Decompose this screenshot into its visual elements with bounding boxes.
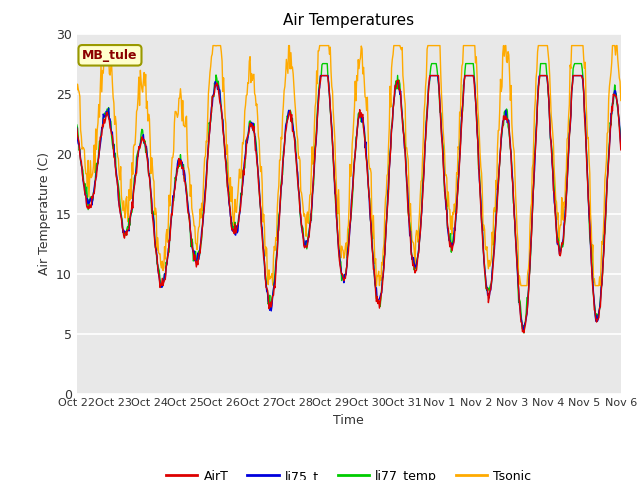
Title: Air Temperatures: Air Temperatures <box>284 13 414 28</box>
X-axis label: Time: Time <box>333 414 364 427</box>
Legend: AirT, li75_t, li77_temp, Tsonic: AirT, li75_t, li77_temp, Tsonic <box>161 465 536 480</box>
Text: MB_tule: MB_tule <box>82 49 138 62</box>
Y-axis label: Air Temperature (C): Air Temperature (C) <box>38 152 51 275</box>
